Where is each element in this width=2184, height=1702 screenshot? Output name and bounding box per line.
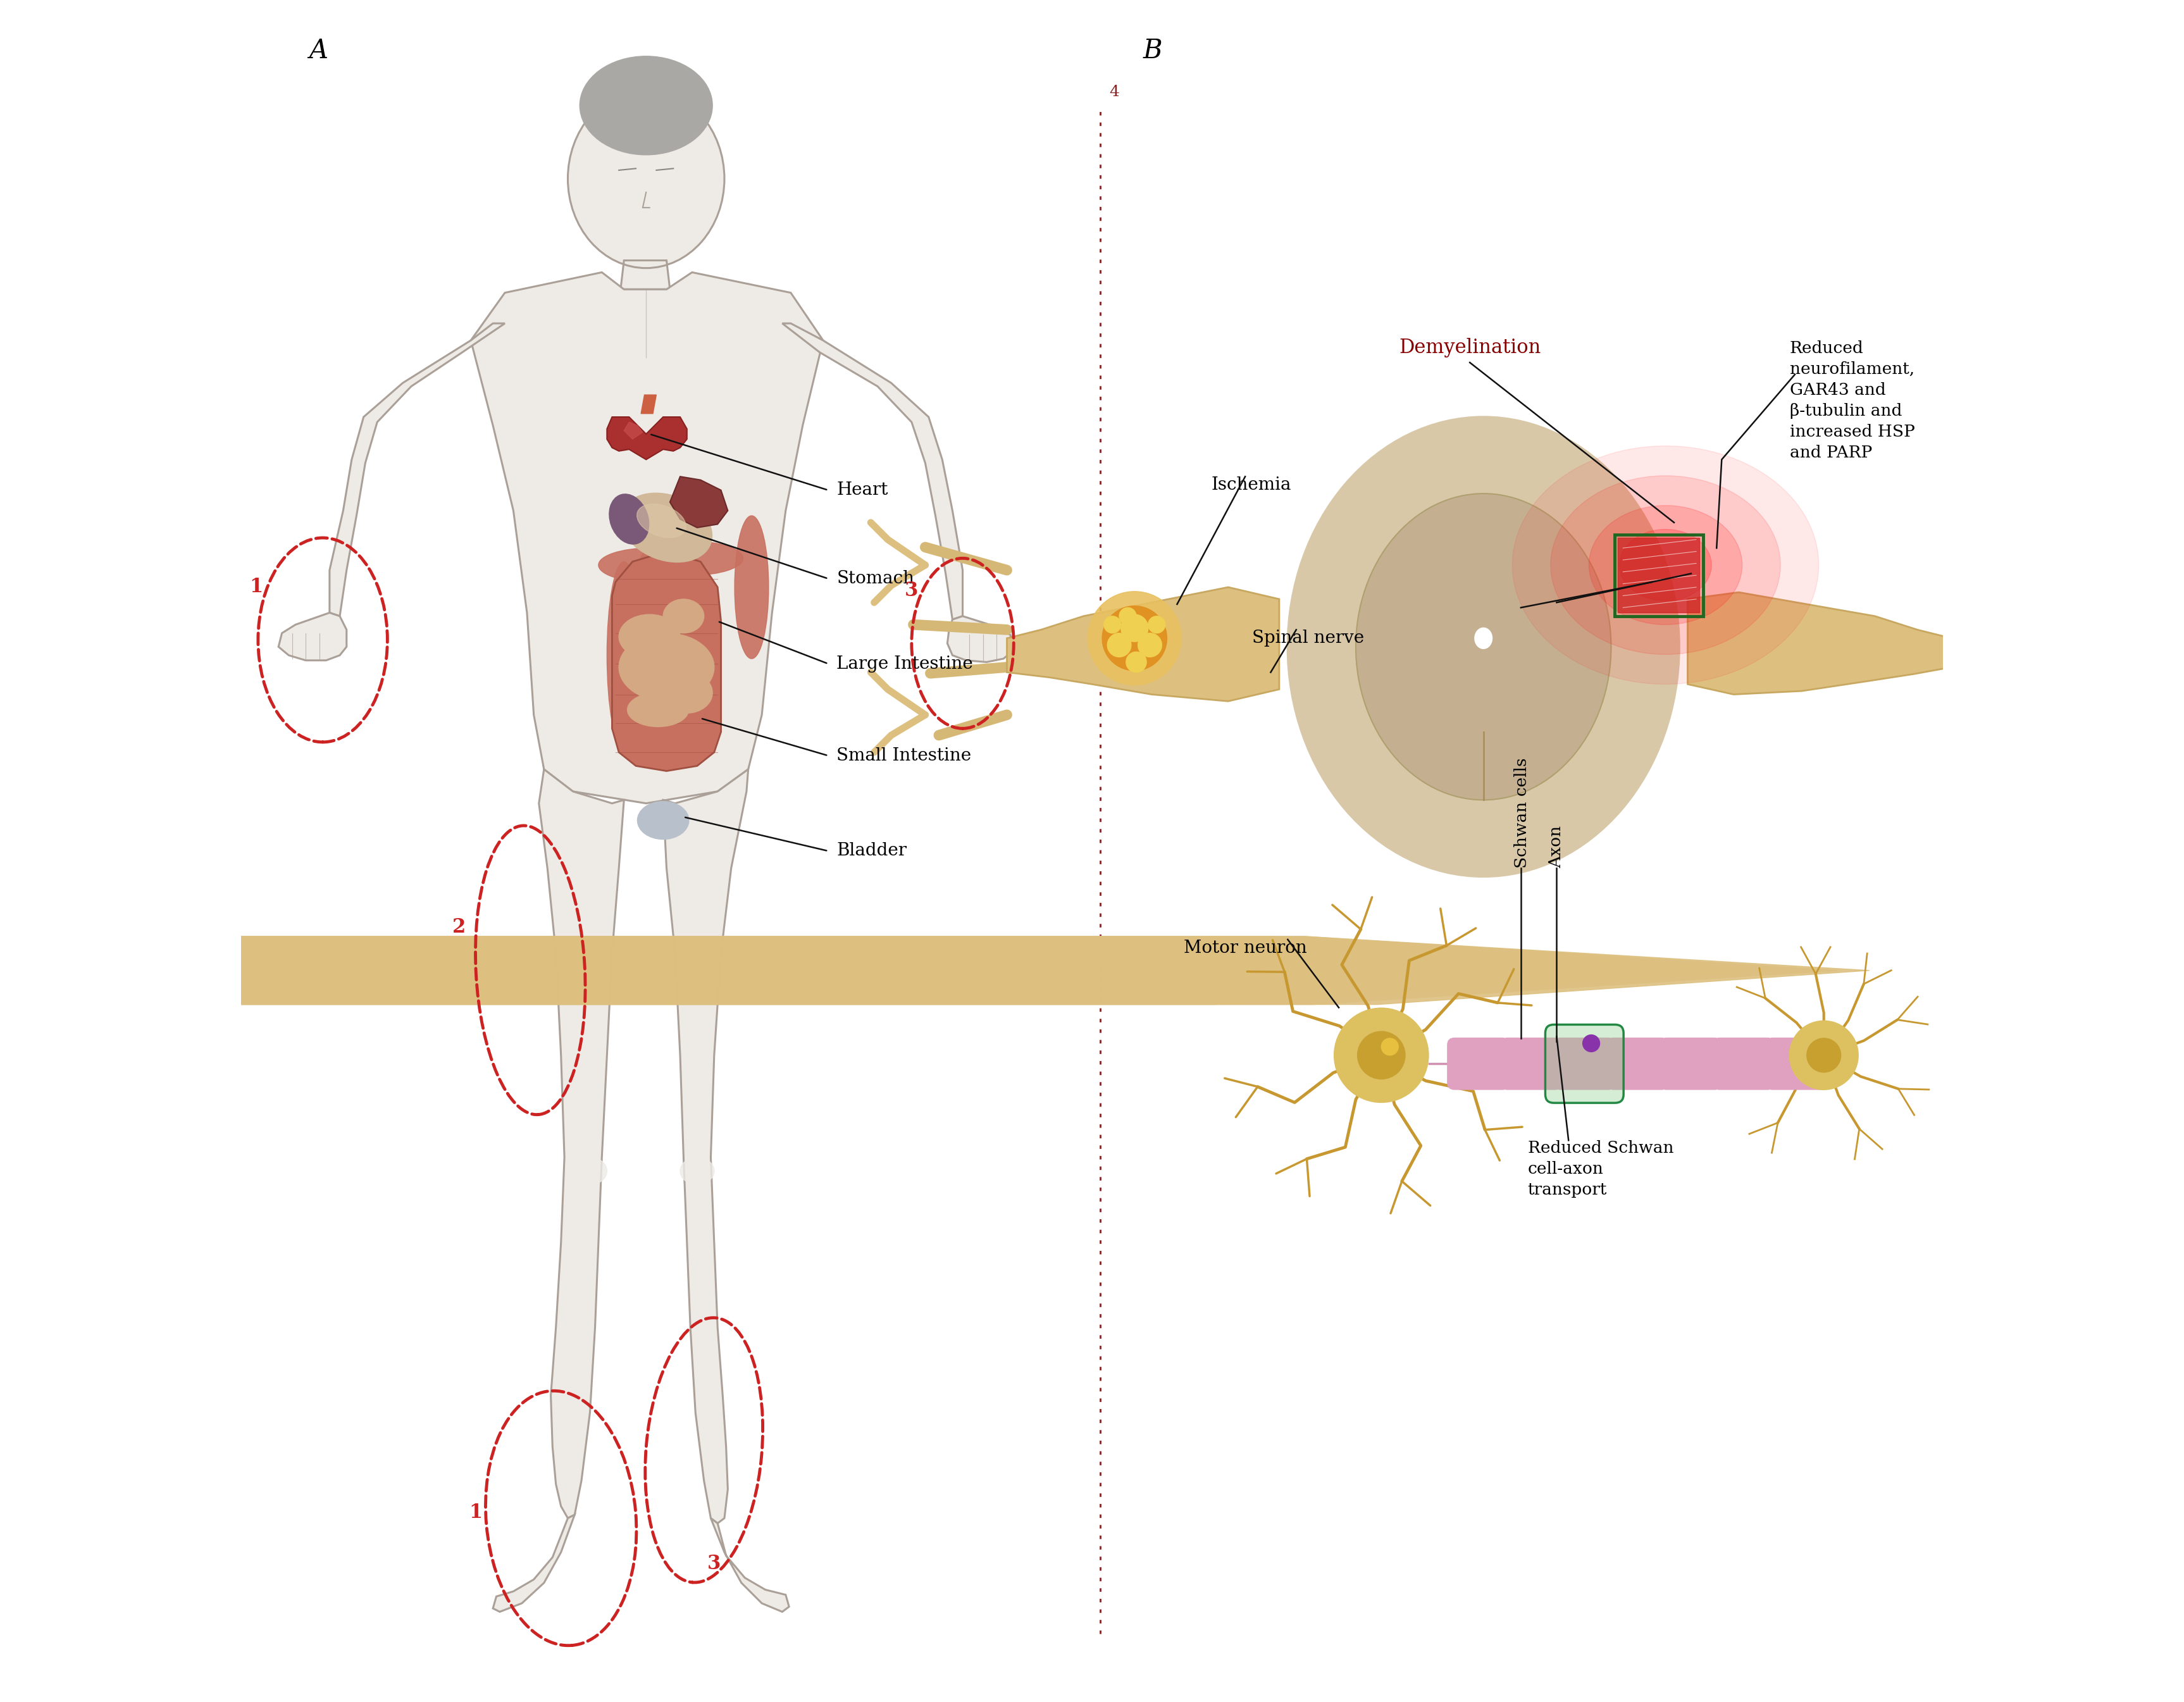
Ellipse shape — [734, 516, 769, 659]
Ellipse shape — [1107, 633, 1131, 657]
Ellipse shape — [607, 562, 640, 749]
Ellipse shape — [1489, 689, 1581, 768]
Text: Spinal nerve: Spinal nerve — [1251, 630, 1365, 647]
Text: B: B — [1142, 37, 1162, 65]
Ellipse shape — [1474, 628, 1492, 648]
Ellipse shape — [664, 599, 703, 633]
Polygon shape — [330, 323, 505, 616]
Text: 3: 3 — [708, 1554, 721, 1574]
Ellipse shape — [1387, 689, 1479, 768]
Ellipse shape — [1127, 652, 1147, 672]
Text: Motor neuron: Motor neuron — [1184, 940, 1306, 957]
Ellipse shape — [609, 494, 649, 545]
Polygon shape — [948, 616, 1013, 662]
Ellipse shape — [638, 802, 688, 839]
Ellipse shape — [1120, 614, 1149, 642]
Text: Heart: Heart — [836, 482, 889, 499]
Ellipse shape — [1334, 1008, 1428, 1103]
Ellipse shape — [579, 56, 712, 155]
Ellipse shape — [640, 541, 743, 575]
Polygon shape — [494, 1515, 574, 1612]
Polygon shape — [782, 323, 963, 620]
Text: 1: 1 — [249, 577, 262, 597]
Bar — [1614, 534, 1704, 616]
Ellipse shape — [1358, 1031, 1404, 1079]
Polygon shape — [640, 395, 657, 414]
Text: Stomach: Stomach — [836, 570, 915, 587]
Polygon shape — [710, 1518, 788, 1612]
FancyBboxPatch shape — [1767, 1038, 1828, 1089]
FancyBboxPatch shape — [1712, 1038, 1773, 1089]
Ellipse shape — [1356, 494, 1612, 800]
Text: 2: 2 — [452, 917, 465, 938]
Text: Axon: Axon — [1548, 825, 1564, 868]
Text: Schwan cells: Schwan cells — [1514, 757, 1529, 868]
Text: Ischemia: Ischemia — [1212, 477, 1291, 494]
Ellipse shape — [598, 548, 701, 582]
Ellipse shape — [627, 693, 688, 727]
Polygon shape — [620, 260, 670, 289]
Text: Small Intestine: Small Intestine — [836, 747, 972, 764]
Ellipse shape — [618, 614, 679, 659]
FancyBboxPatch shape — [1607, 1038, 1669, 1089]
Ellipse shape — [1551, 475, 1780, 655]
Text: 4: 4 — [1109, 85, 1118, 100]
Ellipse shape — [1289, 417, 1679, 877]
Text: Demyelination: Demyelination — [1398, 337, 1540, 357]
Ellipse shape — [1511, 446, 1819, 684]
Ellipse shape — [1149, 616, 1166, 633]
Polygon shape — [280, 613, 347, 660]
Text: Large Intestine: Large Intestine — [836, 655, 974, 672]
Ellipse shape — [1590, 505, 1743, 625]
Bar — [1618, 538, 1699, 613]
Ellipse shape — [1138, 633, 1162, 657]
Ellipse shape — [1485, 504, 1557, 603]
Ellipse shape — [572, 1157, 607, 1185]
Polygon shape — [607, 417, 688, 460]
Ellipse shape — [1380, 1038, 1398, 1055]
Text: 1: 1 — [470, 1503, 483, 1523]
Polygon shape — [1688, 592, 1952, 694]
Ellipse shape — [662, 672, 712, 713]
Ellipse shape — [638, 504, 686, 538]
FancyBboxPatch shape — [1500, 1038, 1562, 1089]
Polygon shape — [539, 769, 625, 1518]
Polygon shape — [1007, 587, 1280, 701]
Ellipse shape — [1806, 1038, 1841, 1072]
Polygon shape — [472, 272, 823, 803]
Text: A: A — [310, 37, 328, 65]
Polygon shape — [670, 477, 727, 528]
Polygon shape — [664, 769, 749, 1523]
Polygon shape — [612, 551, 721, 771]
Text: Reduced
neurofilament,
GAR43 and
β-tubulin and
increased HSP
and PARP: Reduced neurofilament, GAR43 and β-tubul… — [1789, 340, 1915, 461]
FancyBboxPatch shape — [1553, 1038, 1614, 1089]
FancyBboxPatch shape — [1448, 1038, 1509, 1089]
Ellipse shape — [1411, 504, 1481, 603]
Text: 3: 3 — [904, 580, 917, 601]
Ellipse shape — [1118, 608, 1136, 625]
Ellipse shape — [1789, 1021, 1859, 1089]
FancyBboxPatch shape — [1546, 1025, 1623, 1103]
Polygon shape — [625, 422, 642, 439]
Ellipse shape — [1088, 592, 1182, 686]
FancyBboxPatch shape — [1660, 1038, 1721, 1089]
Ellipse shape — [1583, 1035, 1599, 1052]
Ellipse shape — [1621, 529, 1712, 601]
Ellipse shape — [1103, 616, 1120, 633]
Text: Bladder: Bladder — [836, 842, 906, 860]
Ellipse shape — [679, 1157, 714, 1185]
Ellipse shape — [620, 494, 712, 562]
Ellipse shape — [618, 633, 714, 701]
Ellipse shape — [1103, 606, 1166, 671]
Ellipse shape — [568, 89, 725, 267]
Text: Reduced Schwan
cell-axon
transport: Reduced Schwan cell-axon transport — [1527, 1140, 1673, 1198]
